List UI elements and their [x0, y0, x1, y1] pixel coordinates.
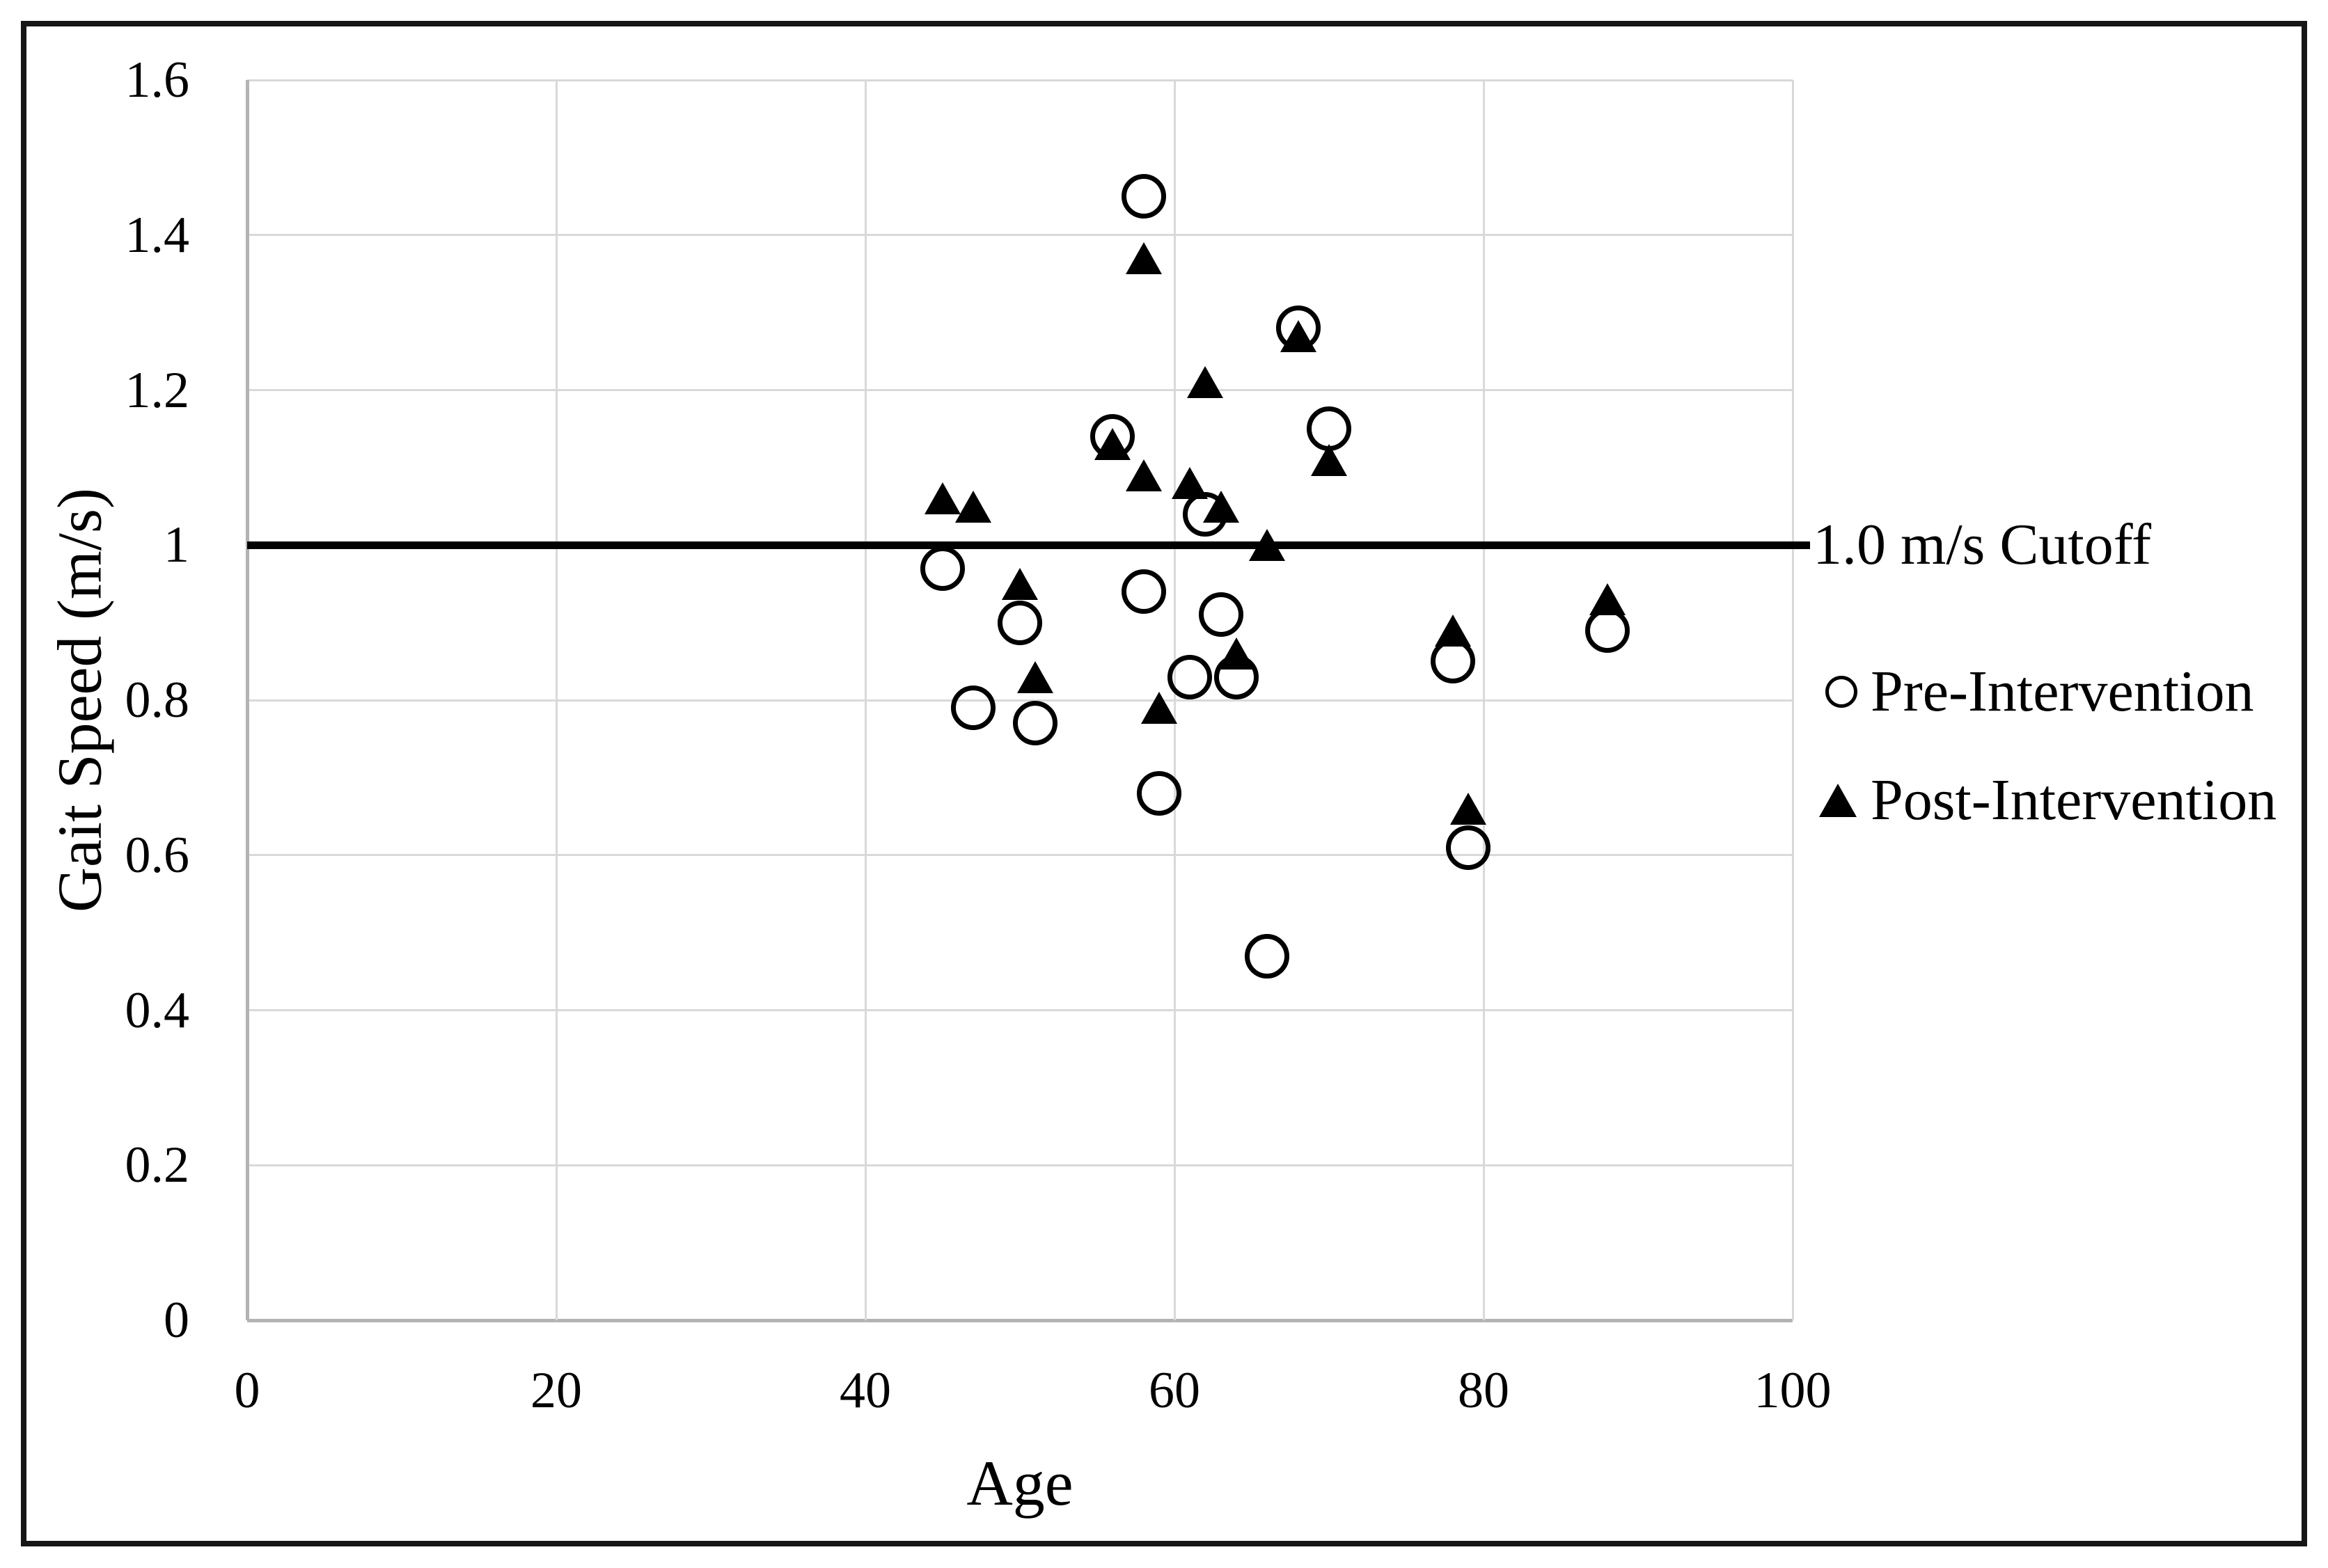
y-tick-label: 0.8 — [125, 672, 190, 729]
post-intervention-point — [1434, 614, 1471, 647]
post-intervention-point — [1002, 567, 1038, 600]
x-axis-line — [247, 1318, 1793, 1322]
post-intervention-point — [1140, 692, 1177, 724]
pre-intervention-point — [998, 600, 1042, 645]
post-intervention-point — [1094, 428, 1131, 461]
x-tick-label: 80 — [1458, 1362, 1509, 1419]
post-intervention-point — [1280, 319, 1316, 352]
legend-post-intervention-label: Post-Intervention — [1871, 768, 2277, 832]
vertical-gridline — [864, 80, 867, 1320]
y-tick-label: 0.6 — [125, 826, 190, 884]
pre-intervention-point — [1121, 174, 1166, 219]
post-intervention-point — [1125, 459, 1162, 491]
y-tick-label: 0.2 — [125, 1137, 190, 1194]
horizontal-gridline — [247, 79, 1793, 81]
post-intervention-point — [1249, 529, 1286, 562]
post-intervention-point — [1589, 583, 1626, 616]
x-tick-label: 100 — [1754, 1362, 1832, 1419]
post-intervention-point — [925, 482, 961, 515]
post-intervention-point — [1172, 467, 1209, 500]
pre-intervention-point — [1136, 770, 1181, 816]
pre-intervention-point — [1198, 592, 1243, 638]
horizontal-gridline — [247, 1009, 1793, 1011]
post-intervention-point — [1218, 638, 1255, 670]
x-tick-label: 40 — [840, 1362, 891, 1419]
legend-pre-intervention-circle-icon — [1825, 676, 1857, 708]
y-axis-title: Gait Speed (m/s) — [45, 488, 115, 912]
cutoff-line-label: 1.0 m/s Cutoff — [1813, 512, 2152, 577]
post-intervention-point — [1187, 366, 1224, 399]
pre-intervention-point — [1445, 825, 1491, 870]
y-tick-label: 1.4 — [125, 206, 190, 264]
vertical-gridline — [1482, 80, 1485, 1320]
horizontal-gridline — [247, 234, 1793, 237]
horizontal-gridline — [247, 854, 1793, 857]
pre-intervention-point — [920, 546, 965, 591]
post-intervention-point — [1202, 490, 1239, 523]
post-intervention-point — [1311, 443, 1347, 476]
legend-pre-intervention-label: Pre-Intervention — [1871, 659, 2254, 724]
cutoff-reference-line — [247, 541, 1810, 549]
y-tick-label: 0.4 — [125, 981, 190, 1039]
y-axis-line — [245, 80, 249, 1320]
x-tick-label: 0 — [234, 1362, 260, 1419]
post-intervention-point — [1125, 242, 1162, 275]
pre-intervention-point — [1245, 933, 1290, 979]
y-tick-label: 0 — [164, 1292, 189, 1349]
pre-intervention-point — [1013, 701, 1058, 746]
y-tick-label: 1.2 — [125, 361, 190, 419]
vertical-gridline — [1791, 80, 1794, 1320]
post-intervention-point — [1017, 660, 1054, 693]
y-tick-label: 1 — [164, 516, 189, 574]
x-tick-label: 20 — [530, 1362, 582, 1419]
horizontal-gridline — [247, 1164, 1793, 1166]
pre-intervention-point — [1121, 569, 1166, 615]
y-tick-label: 1.6 — [125, 52, 190, 109]
post-intervention-point — [955, 490, 992, 523]
x-tick-label: 60 — [1149, 1362, 1200, 1419]
x-axis-title: Age — [966, 1448, 1073, 1519]
vertical-gridline — [555, 80, 558, 1320]
post-intervention-point — [1449, 792, 1486, 825]
horizontal-gridline — [247, 389, 1793, 391]
horizontal-gridline — [247, 699, 1793, 702]
legend-post-intervention-triangle-icon — [1819, 784, 1857, 817]
pre-intervention-point — [1167, 654, 1213, 699]
pre-intervention-point — [951, 686, 996, 731]
